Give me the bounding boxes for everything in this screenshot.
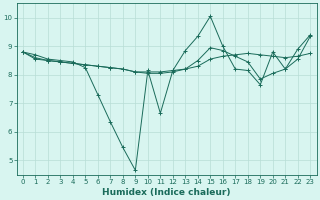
X-axis label: Humidex (Indice chaleur): Humidex (Indice chaleur) xyxy=(102,188,231,197)
